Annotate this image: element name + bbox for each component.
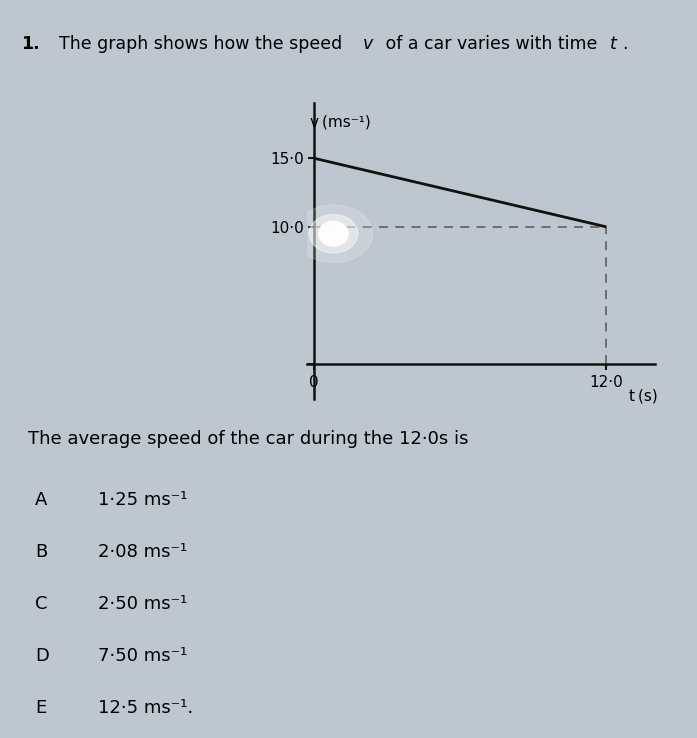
Ellipse shape	[309, 215, 358, 253]
Text: v (ms⁻¹): v (ms⁻¹)	[310, 114, 371, 129]
Text: The average speed of the car during the 12·0s is: The average speed of the car during the …	[28, 430, 468, 447]
Ellipse shape	[319, 221, 348, 246]
Text: The graph shows how the speed: The graph shows how the speed	[59, 35, 348, 53]
Text: of a car varies with time: of a car varies with time	[380, 35, 603, 53]
Text: 7·50 ms⁻¹: 7·50 ms⁻¹	[98, 647, 187, 665]
Text: D: D	[35, 647, 49, 665]
Text: 12·5 ms⁻¹.: 12·5 ms⁻¹.	[98, 699, 193, 717]
Ellipse shape	[295, 205, 372, 263]
Text: .: .	[622, 35, 628, 53]
Text: 2·50 ms⁻¹: 2·50 ms⁻¹	[98, 595, 187, 613]
Text: B: B	[35, 543, 47, 561]
Text: A: A	[35, 492, 47, 509]
Text: 2·08 ms⁻¹: 2·08 ms⁻¹	[98, 543, 187, 561]
Text: E: E	[35, 699, 46, 717]
Text: t: t	[610, 35, 617, 53]
Text: C: C	[35, 595, 47, 613]
Text: 1·25 ms⁻¹: 1·25 ms⁻¹	[98, 492, 187, 509]
Text: t (s): t (s)	[629, 389, 657, 404]
Text: v: v	[362, 35, 373, 53]
Text: 1.: 1.	[21, 35, 40, 53]
